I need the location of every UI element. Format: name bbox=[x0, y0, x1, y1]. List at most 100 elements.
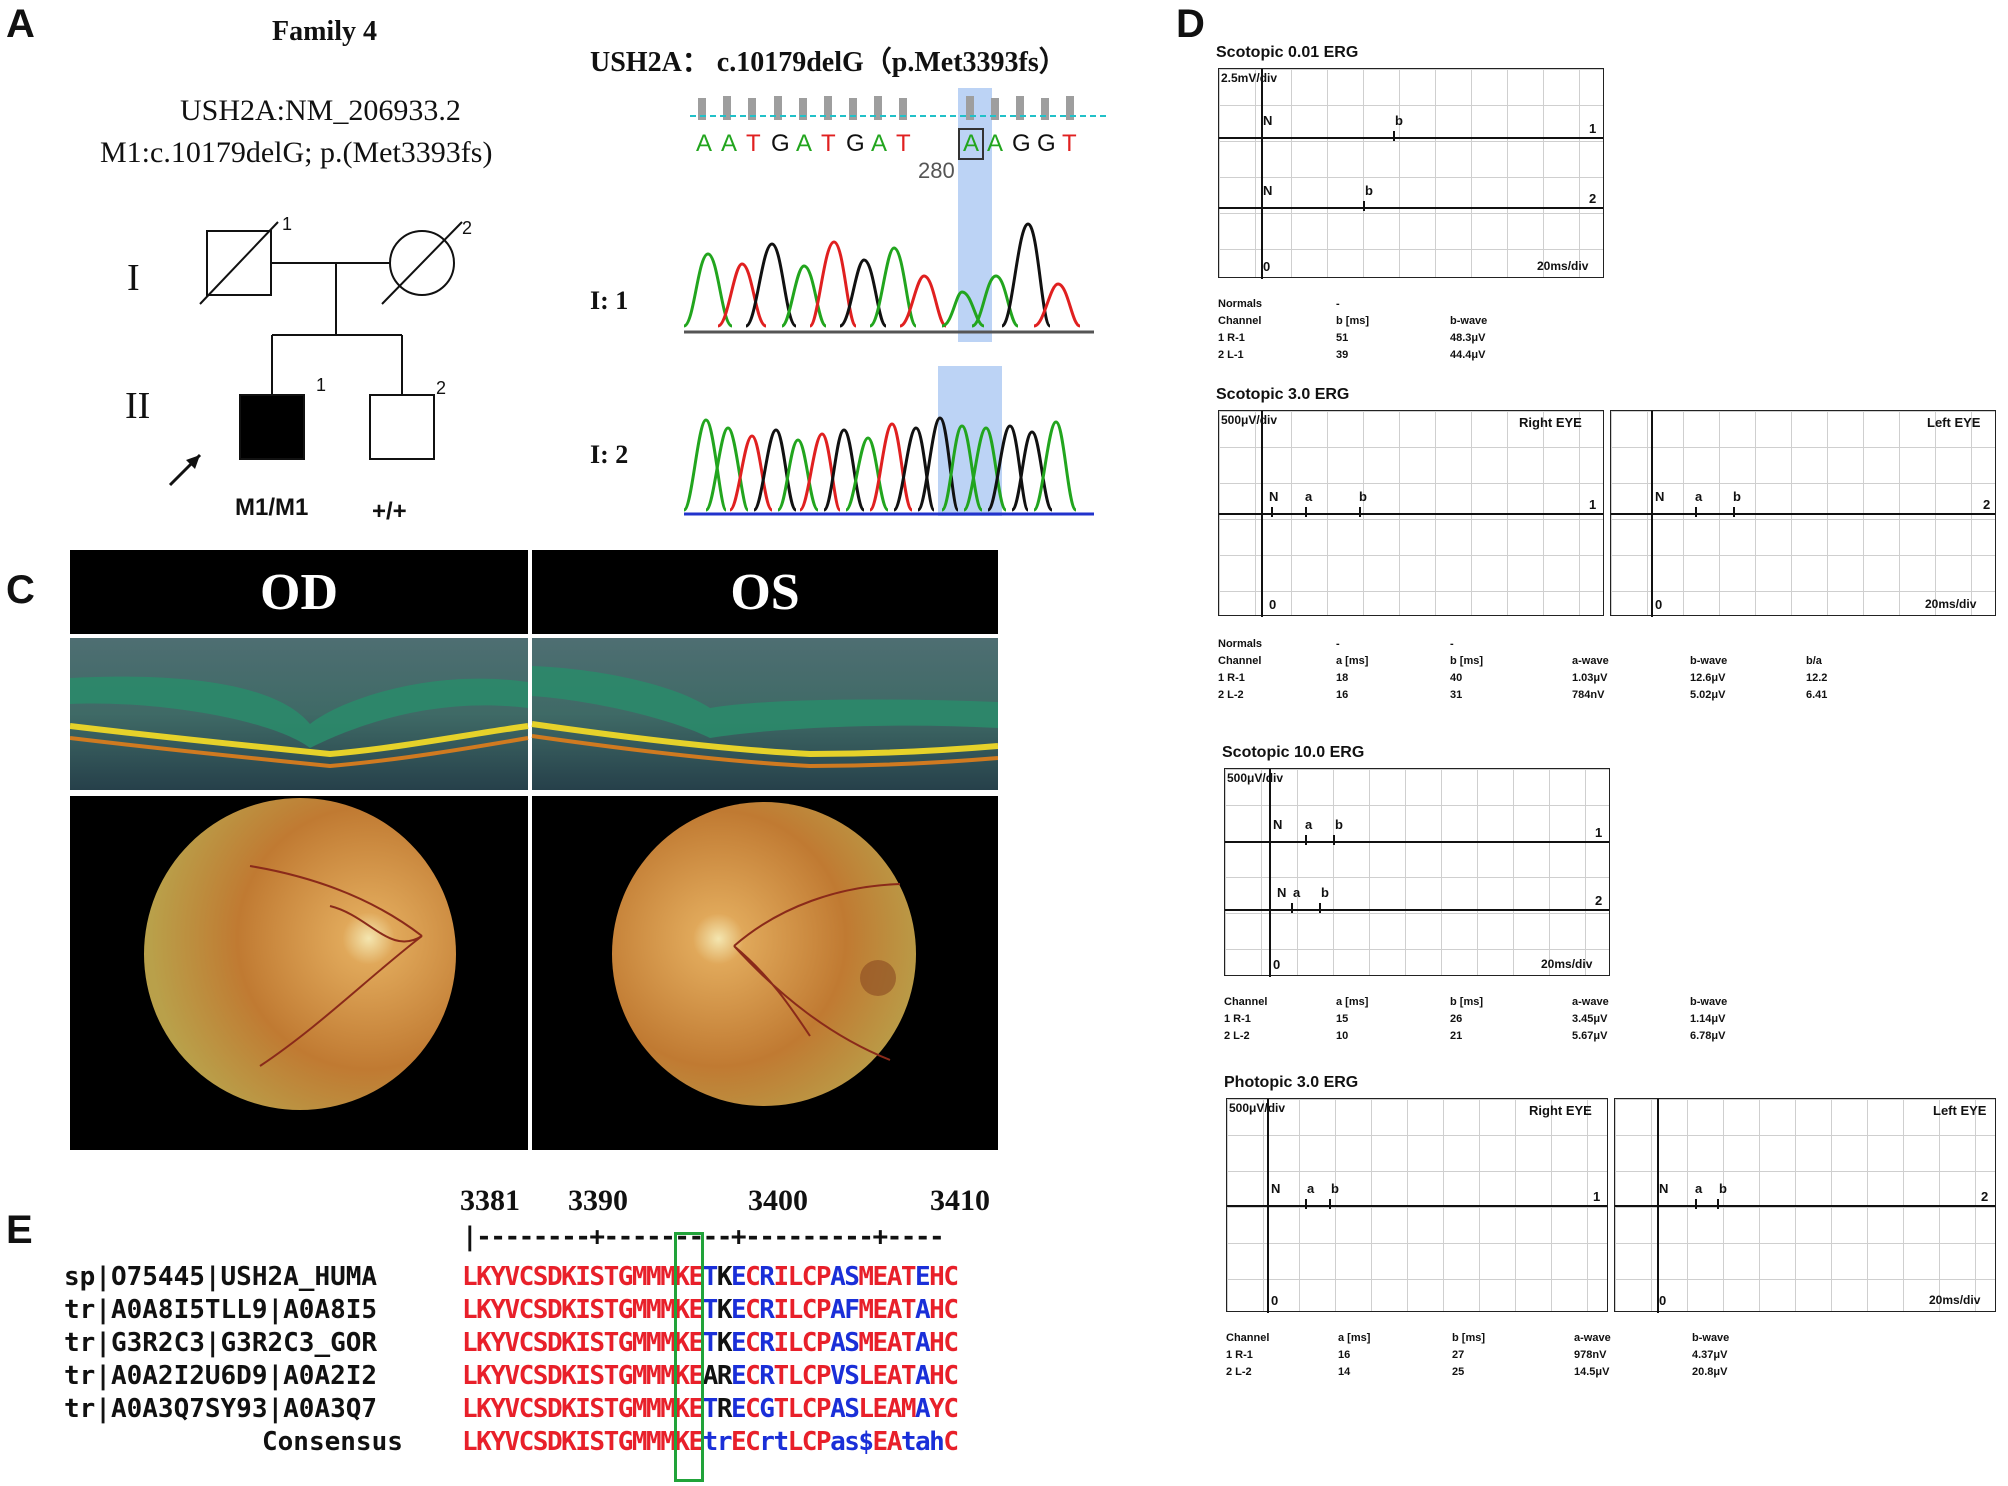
residue: K bbox=[476, 1295, 492, 1325]
residue: C bbox=[518, 1295, 535, 1325]
alignment-sequence: LKYVCSDKISTGMMMKETKECRILCPAFMEATAHC bbox=[462, 1295, 959, 1325]
erg-scale: 500μV/div bbox=[1227, 771, 1284, 785]
residue-position-3400: 3400 bbox=[748, 1184, 808, 1217]
residue: D bbox=[546, 1427, 563, 1457]
residue: C bbox=[943, 1361, 959, 1391]
erg-table: Normals - - Channel a [ms] b [ms] a-wave… bbox=[1218, 636, 1918, 706]
channel-label: 1 bbox=[1589, 121, 1597, 136]
residue: E bbox=[872, 1394, 889, 1424]
residue: I bbox=[773, 1262, 789, 1292]
oct-scans bbox=[70, 638, 998, 790]
table-cell: 784nV bbox=[1572, 689, 1605, 701]
residue: I bbox=[575, 1394, 591, 1424]
residue: K bbox=[476, 1361, 492, 1391]
residue: V bbox=[504, 1427, 520, 1457]
residue-position-3390: 3390 bbox=[568, 1184, 628, 1217]
marker-b: b bbox=[1321, 885, 1329, 900]
residue: K bbox=[674, 1394, 690, 1424]
marker-a: a bbox=[1305, 489, 1313, 504]
table-cell: 12.6μV bbox=[1690, 672, 1726, 684]
marker-b: b bbox=[1733, 489, 1741, 504]
table-cell: 6.41 bbox=[1806, 689, 1828, 701]
residue: D bbox=[546, 1361, 563, 1391]
residue: A bbox=[915, 1328, 931, 1358]
erg-table: Channel a [ms] b [ms] a-wave b-wave 1 R-… bbox=[1224, 994, 1727, 1048]
residue: Y bbox=[490, 1361, 506, 1391]
residue: V bbox=[830, 1361, 846, 1391]
table-cell: b-wave bbox=[1692, 1332, 1730, 1344]
residue: M bbox=[646, 1295, 662, 1325]
residue: V bbox=[504, 1295, 520, 1325]
marker-tick bbox=[1305, 835, 1307, 845]
zero-label: 0 bbox=[1273, 957, 1281, 972]
residue: V bbox=[504, 1394, 520, 1424]
residue: G bbox=[759, 1394, 775, 1424]
table-cell: b [ms] bbox=[1336, 315, 1369, 327]
alignment-sequence: LKYVCSDKISTGMMMKETRECGTLCPASLEAMAYC bbox=[462, 1394, 959, 1424]
table-cell: 2 L-1 bbox=[1218, 349, 1244, 361]
residue: Y bbox=[490, 1394, 506, 1424]
base-call: G bbox=[771, 130, 790, 157]
gene-reference: USH2A:NM_206933.2 bbox=[180, 94, 461, 127]
alignment-sequence: LKYVCSDKISTGMMMKETKECRILCPASMEATEHC bbox=[462, 1262, 959, 1292]
residue: Y bbox=[490, 1427, 506, 1457]
variant-position-box bbox=[674, 1232, 704, 1482]
marker-a: a bbox=[1293, 885, 1301, 900]
residue: E bbox=[872, 1295, 889, 1325]
residue: C bbox=[801, 1262, 818, 1292]
marker-tick bbox=[1695, 507, 1697, 517]
residue: M bbox=[631, 1427, 648, 1457]
residue: S bbox=[589, 1295, 605, 1325]
marker-tick bbox=[1319, 903, 1321, 913]
residue: A bbox=[886, 1394, 903, 1424]
residue: M bbox=[646, 1361, 662, 1391]
residue: D bbox=[546, 1262, 563, 1292]
erg-plot-scotopic-001: 2.5mV/div N b N b 1 2 0 20ms/div bbox=[1218, 68, 1604, 279]
erg-trace bbox=[1227, 1205, 1607, 1207]
zero-label: 0 bbox=[1659, 1293, 1667, 1308]
marker-n: N bbox=[1277, 885, 1287, 900]
residue: T bbox=[603, 1427, 620, 1457]
table-cell: b-wave bbox=[1450, 315, 1488, 327]
residue: I bbox=[575, 1328, 591, 1358]
residue: P bbox=[815, 1295, 832, 1325]
residue: G bbox=[617, 1394, 634, 1424]
residue: L bbox=[462, 1262, 478, 1292]
eye-label: Left EYE bbox=[1933, 1103, 1987, 1118]
alignment-sequence-name: tr|A0A2I2U6D9|A0A2I2 bbox=[64, 1361, 378, 1391]
residue: F bbox=[844, 1295, 860, 1325]
residue: P bbox=[815, 1262, 832, 1292]
table-cell: 10 bbox=[1336, 1030, 1349, 1042]
proband-genotype: M1/M1 bbox=[235, 494, 309, 521]
table-cell: 1.14μV bbox=[1690, 1013, 1726, 1025]
erg-title: Scotopic 0.01 ERG bbox=[1216, 44, 1359, 61]
table-cell: 978nV bbox=[1574, 1349, 1607, 1361]
residue: T bbox=[773, 1361, 789, 1391]
alignment-sequence-name: Consensus bbox=[262, 1427, 403, 1457]
table-cell: 21 bbox=[1450, 1030, 1463, 1042]
table-cell: 1.03μV bbox=[1572, 672, 1608, 684]
erg-title: Photopic 3.0 ERG bbox=[1224, 1074, 1359, 1091]
residue: H bbox=[929, 1328, 945, 1358]
residue: E bbox=[730, 1295, 747, 1325]
channel-label: 2 bbox=[1589, 191, 1597, 206]
residue: Y bbox=[929, 1394, 945, 1424]
marker-tick bbox=[1271, 507, 1273, 517]
residue: L bbox=[787, 1361, 804, 1391]
table-cell: 6.78μV bbox=[1690, 1030, 1726, 1042]
base-call: T bbox=[746, 130, 761, 157]
residue: K bbox=[716, 1295, 733, 1325]
marker-b: b bbox=[1365, 183, 1373, 198]
table-cell: 31 bbox=[1450, 689, 1463, 701]
table-cell: Channel bbox=[1218, 315, 1262, 327]
residue: C bbox=[801, 1394, 818, 1424]
residue: T bbox=[603, 1295, 620, 1325]
marker-tick bbox=[1291, 903, 1293, 913]
erg-scale: 2.5mV/div bbox=[1221, 71, 1278, 85]
alignment-sequence-name: tr|G3R2C3|G3R2C3_GOR bbox=[64, 1328, 378, 1358]
residue: A bbox=[886, 1328, 903, 1358]
residue: K bbox=[561, 1328, 577, 1358]
table-cell: b/a bbox=[1806, 655, 1822, 667]
marker-n: N bbox=[1273, 817, 1283, 832]
residue: K bbox=[561, 1427, 577, 1457]
